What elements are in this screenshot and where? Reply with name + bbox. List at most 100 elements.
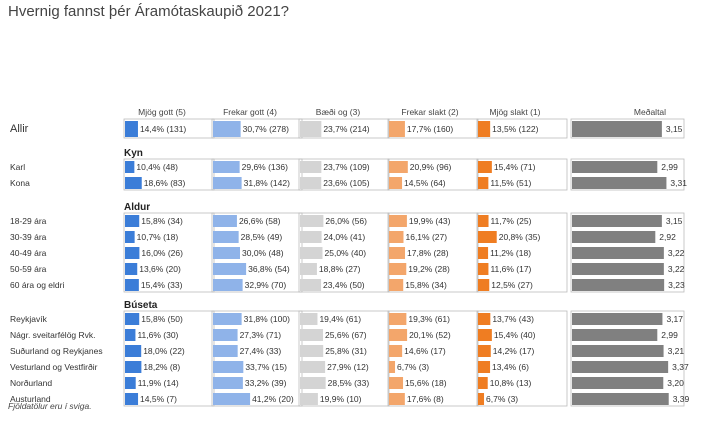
value-bar [389,377,404,389]
row-label: Reykjavík [10,314,48,324]
group-heading: Kyn [124,148,143,159]
value-label: 19,3% (61) [408,314,450,324]
value-label: 24,0% (41) [324,232,366,242]
value-bar [213,345,238,357]
value-bar [125,121,138,137]
row-label: 30-39 ára [10,232,47,242]
column-frame [476,310,568,407]
value-label: 36,8% (54) [248,264,290,274]
value-bar [213,215,237,227]
value-bar [389,313,407,325]
mean-frame [570,310,685,407]
value-bar [125,177,142,189]
value-bar [213,161,240,173]
mean-frame [570,118,685,139]
chart-title: Hvernig fannst þér Áramótaskaupið 2021? [8,3,290,20]
value-label: 10,7% (18) [137,232,179,242]
mean-bar [572,121,662,137]
value-label: 16,0% (26) [141,248,183,258]
value-label: 14,2% (17) [493,346,535,356]
row-label: 60 ára og eldri [10,280,64,290]
value-label: 18,8% (27) [319,264,361,274]
value-bar [125,263,138,275]
row-label: 50-59 ára [10,264,47,274]
value-label: 26,0% (56) [325,216,367,226]
row-label: Allir [10,123,29,135]
value-bar [389,329,408,341]
value-label: 13,5% (122) [492,124,538,134]
value-label: 25,0% (40) [325,248,367,258]
value-label: 11,7% (25) [491,216,532,226]
row-label: Nágr. sveitarfélög Rvk. [10,330,96,340]
mean-bar [572,231,656,243]
mean-label: 2,99 [661,162,678,172]
value-bar [389,247,406,259]
value-bar [478,361,491,373]
value-label: 10,4% (48) [136,162,178,172]
value-bar [478,393,485,405]
value-bar [300,329,324,341]
value-bar [213,279,243,291]
value-label: 11,5% (51) [490,178,531,188]
group-heading: Aldur [124,202,150,213]
value-label: 41,2% (20) [252,394,294,404]
value-label: 23,7% (214) [323,124,369,134]
mean-label: 3,31 [670,178,687,188]
mean-bar [572,361,669,373]
value-label: 13,4% (6) [492,362,529,372]
column-frame [476,118,568,139]
value-label: 17,7% (160) [407,124,453,134]
group-heading: Búseta [124,300,158,311]
value-bar [300,231,322,243]
mean-label: 3,39 [673,394,690,404]
mean-label: 3,23 [668,280,685,290]
value-label: 18,6% (83) [144,178,186,188]
value-label: 27,9% (12) [327,362,369,372]
mean-label: 2,92 [659,232,676,242]
value-bar [389,231,404,243]
value-label: 20,9% (96) [410,162,452,172]
value-label: 15,4% (33) [141,280,183,290]
mean-column-header: Meðaltal [634,107,666,117]
value-label: 30,7% (278) [243,124,289,134]
column-header: Mjög slakt (1) [489,107,540,117]
mean-bar [572,215,662,227]
row-label: Karl [10,162,25,172]
value-label: 27,3% (71) [240,330,282,340]
mean-label: 3,22 [668,248,685,258]
row-label: Kona [10,178,30,188]
value-label: 32,9% (70) [245,280,287,290]
column-header: Frekar slakt (2) [401,107,458,117]
value-label: 19,9% (10) [320,394,362,404]
value-label: 13,6% (20) [139,264,181,274]
value-bar [125,361,142,373]
row-label: Vesturland og Vestfirðir [10,362,98,372]
value-bar [125,329,136,341]
value-bar [213,313,242,325]
column-frame [476,158,568,191]
value-label: 11,2% (18) [490,248,531,258]
value-bar [478,329,492,341]
mean-bar [572,247,664,259]
value-bar [478,177,489,189]
value-bar [478,345,491,357]
value-label: 23,6% (105) [323,178,369,188]
value-bar [213,263,247,275]
mean-bar [572,377,664,389]
value-label: 31,8% (100) [244,314,290,324]
value-bar [300,215,324,227]
value-label: 11,6% (30) [137,330,178,340]
value-bar [125,231,135,243]
value-bar [125,279,139,291]
value-label: 15,4% (40) [494,330,536,340]
row-label: Norðurland [10,378,52,388]
value-bar [478,377,488,389]
value-label: 29,6% (136) [242,162,288,172]
column-frame [211,310,303,407]
value-bar [478,313,491,325]
value-bar [213,121,241,137]
value-bar [389,121,405,137]
column-frame [298,310,390,407]
mean-bar [572,345,664,357]
value-bar [125,215,140,227]
